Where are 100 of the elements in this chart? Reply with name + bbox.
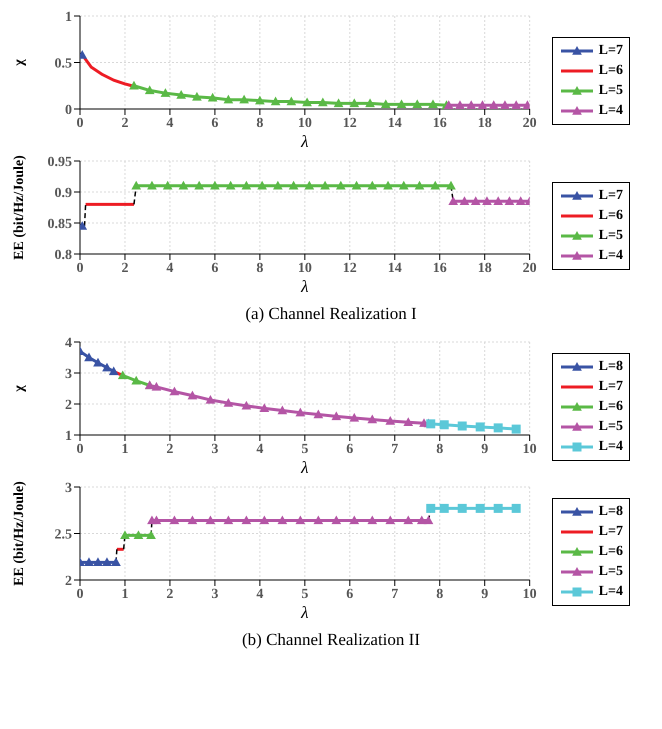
x-tick-label: 0 [76,116,84,131]
point [240,95,249,104]
point [111,558,120,566]
legend-label: L=5 [598,564,623,580]
point [80,50,87,59]
point [399,181,408,190]
x-tick-label: 8 [256,116,264,131]
point [178,181,188,190]
point [226,181,236,190]
point [476,422,485,432]
point [80,222,87,230]
legend-label: L=5 [598,228,623,244]
y-axis-title: χ [12,58,27,67]
legend-label: L=7 [598,188,623,204]
legend-label: L=5 [598,82,623,98]
point [194,181,204,190]
x-tick-label: 12 [342,116,357,131]
point [478,100,487,109]
x-tick-label: 8 [436,442,444,457]
point [314,516,323,524]
point [188,516,197,524]
point [260,516,269,524]
point [206,395,215,404]
point [102,558,112,566]
point [242,401,251,410]
x-tick-label: 3 [211,586,218,602]
point [163,181,172,190]
x-tick-label: 8 [256,260,264,276]
point [289,181,298,190]
point [320,181,330,190]
point [466,100,476,109]
point [512,504,521,513]
point [444,100,454,109]
point [448,196,458,205]
point [500,100,510,109]
point [446,181,456,190]
point [332,516,341,524]
point [273,181,282,190]
y-tick-label: 4 [65,336,72,351]
point [397,100,406,108]
point [208,93,218,102]
x-tick-label: 4 [166,260,174,276]
point [424,516,433,524]
x-tick-label: 7 [391,442,398,457]
x-tick-label: 2 [121,116,128,131]
point [440,504,449,513]
point [176,90,186,99]
point [318,98,328,106]
point [84,558,94,566]
point [350,413,359,422]
x-tick-label: 14 [388,260,402,276]
x-tick-label: 9 [481,586,488,602]
x-tick-label: 0 [76,260,84,276]
point [242,516,251,524]
y-tick-label: 0.8 [54,248,72,263]
point [504,196,514,205]
legend-label: L=4 [598,584,623,600]
legend-label: L=6 [598,62,623,78]
point [224,95,233,104]
x-tick-label: 1 [121,586,128,602]
legend-label: L=4 [598,248,623,264]
point [336,181,346,190]
x-tick-label: 1 [121,442,128,457]
point [93,358,102,366]
point [489,100,498,109]
point [132,376,141,384]
point [512,100,521,109]
x-tick-label: 6 [211,260,218,276]
legend-label: L=7 [598,378,623,394]
legend-label: L=5 [598,418,623,434]
x-tick-label: 12 [342,260,357,276]
legend-label: L=8 [598,358,623,374]
point [192,92,202,101]
point [494,423,503,432]
x-tick-label: 5 [301,442,308,457]
point [260,404,269,412]
point [296,516,305,524]
x-tick-label: 9 [481,442,488,457]
y-tick-label: 3 [65,366,72,382]
y-tick-label: 0.9 [54,186,72,201]
legend-label: L=4 [598,438,623,454]
x-axis-title: λ [300,132,309,151]
text: (b) Channel Realization II [241,630,421,650]
text: (a) Channel Realization I [244,304,418,324]
point [304,181,314,190]
point [426,504,436,513]
x-tick-label: 10 [522,586,537,602]
y-tick-label: 1 [65,428,72,444]
point [417,516,426,524]
point [368,516,377,524]
y-tick-label: 3 [65,480,72,496]
point [516,196,526,205]
y-tick-label: 0.5 [54,56,72,72]
x-tick-label: 6 [211,116,218,131]
point [404,516,413,524]
y-tick-label: 0.85 [48,216,72,232]
point [458,422,467,431]
point [415,181,424,190]
x-tick-label: 2 [166,586,174,602]
point [302,98,312,106]
